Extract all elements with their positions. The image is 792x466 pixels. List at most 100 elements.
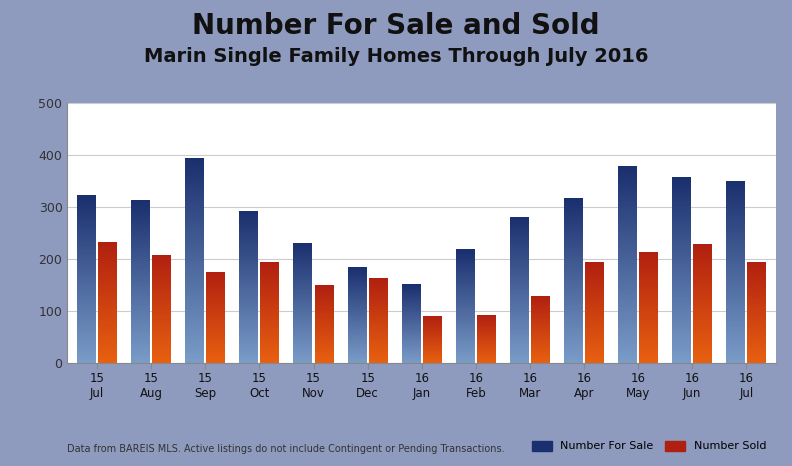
Bar xyxy=(585,294,604,295)
Bar xyxy=(748,351,767,352)
Bar xyxy=(314,359,333,360)
Bar xyxy=(152,306,171,307)
Bar xyxy=(693,270,712,272)
Bar xyxy=(477,328,496,329)
Bar xyxy=(456,280,474,281)
Bar xyxy=(314,288,333,289)
Bar xyxy=(693,317,712,318)
Bar xyxy=(510,247,529,248)
Bar xyxy=(239,260,258,261)
Bar xyxy=(726,231,745,232)
Bar xyxy=(152,271,171,272)
Bar xyxy=(423,334,442,335)
Bar xyxy=(619,253,637,254)
Bar xyxy=(510,352,529,354)
Bar xyxy=(748,314,767,315)
Bar xyxy=(619,313,637,315)
Bar xyxy=(98,318,117,319)
Bar xyxy=(423,335,442,336)
Bar xyxy=(672,347,691,349)
Bar xyxy=(748,325,767,326)
Bar xyxy=(477,328,496,329)
Bar xyxy=(261,273,280,274)
Bar xyxy=(348,342,367,343)
Bar xyxy=(207,298,225,299)
Bar xyxy=(672,186,691,188)
Bar xyxy=(726,311,745,312)
Bar xyxy=(369,309,387,310)
Bar xyxy=(98,349,117,350)
Bar xyxy=(585,286,604,287)
Bar xyxy=(185,177,204,179)
Bar xyxy=(294,297,312,298)
Bar xyxy=(693,315,712,317)
Bar xyxy=(294,272,312,273)
Bar xyxy=(477,330,496,331)
Bar xyxy=(619,267,637,269)
Bar xyxy=(477,350,496,351)
Bar xyxy=(619,349,637,350)
Bar xyxy=(531,341,550,342)
Bar xyxy=(619,236,637,238)
Bar xyxy=(369,342,387,343)
Bar xyxy=(456,279,474,280)
Bar xyxy=(693,305,712,306)
Bar xyxy=(98,333,117,334)
Bar xyxy=(131,307,150,308)
Bar xyxy=(369,329,387,330)
Bar xyxy=(152,322,171,324)
Bar xyxy=(239,270,258,271)
Bar xyxy=(585,315,604,316)
Bar xyxy=(152,343,171,344)
Bar xyxy=(456,253,474,254)
Bar xyxy=(402,349,421,350)
Bar xyxy=(510,297,529,298)
Bar xyxy=(185,352,204,354)
Bar xyxy=(239,267,258,269)
Bar xyxy=(693,324,712,325)
Bar xyxy=(619,343,637,345)
Bar xyxy=(585,325,604,326)
Bar xyxy=(314,301,333,302)
Bar xyxy=(510,308,529,309)
Bar xyxy=(726,226,745,227)
Bar xyxy=(185,237,204,239)
Bar xyxy=(585,317,604,318)
Bar xyxy=(531,360,550,361)
Bar xyxy=(77,243,96,245)
Bar xyxy=(294,358,312,359)
Bar xyxy=(585,334,604,335)
Bar xyxy=(98,278,117,279)
Bar xyxy=(77,265,96,266)
Bar xyxy=(456,349,474,350)
Bar xyxy=(207,313,225,314)
Bar xyxy=(564,263,583,265)
Bar xyxy=(98,328,117,329)
Bar xyxy=(510,226,529,227)
Bar xyxy=(748,275,767,276)
Bar xyxy=(77,204,96,206)
Bar xyxy=(294,337,312,338)
Bar xyxy=(531,322,550,323)
Bar xyxy=(672,299,691,300)
Bar xyxy=(98,345,117,346)
Bar xyxy=(619,185,637,186)
Bar xyxy=(619,199,637,201)
Bar xyxy=(619,262,637,264)
Bar xyxy=(131,243,150,245)
Bar xyxy=(207,317,225,318)
Bar xyxy=(207,277,225,278)
Bar xyxy=(239,357,258,358)
Bar xyxy=(239,237,258,239)
Bar xyxy=(531,308,550,309)
Bar xyxy=(585,317,604,318)
Bar xyxy=(131,271,150,272)
Bar xyxy=(348,310,367,311)
Bar xyxy=(726,182,745,183)
Bar xyxy=(294,285,312,286)
Bar xyxy=(748,278,767,279)
Bar xyxy=(369,350,387,351)
Bar xyxy=(456,337,474,338)
Bar xyxy=(510,332,529,333)
Bar xyxy=(585,327,604,328)
